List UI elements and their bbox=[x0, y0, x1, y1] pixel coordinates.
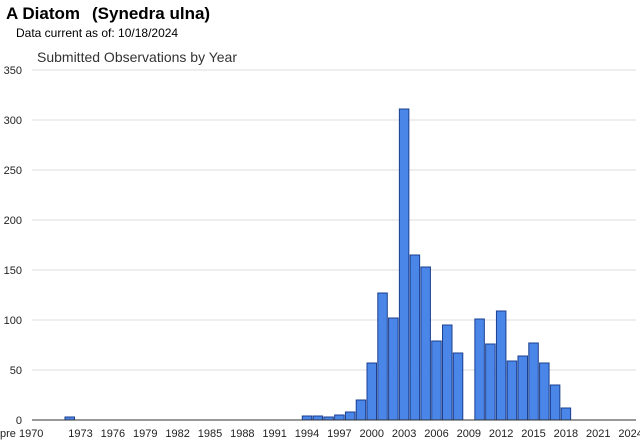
x-tick-label: 1997 bbox=[327, 428, 351, 440]
bar-1995 bbox=[312, 415, 324, 421]
y-tick-label: 150 bbox=[4, 265, 22, 277]
bars bbox=[64, 108, 572, 421]
x-tick-label: 2024 bbox=[618, 428, 640, 440]
bar-2006 bbox=[431, 340, 442, 421]
bar-2002 bbox=[388, 317, 399, 421]
bar-2007 bbox=[442, 324, 453, 421]
bar-2011 bbox=[485, 343, 496, 421]
x-tick-label: 2018 bbox=[554, 428, 578, 440]
bar-1994 bbox=[301, 415, 313, 421]
bar-1999 bbox=[355, 399, 367, 421]
x-axis: pre 1970 1973 1976 1979 1982 1985 1988 1991 1994… bbox=[0, 419, 640, 440]
bar-1998 bbox=[344, 411, 356, 421]
y-tick-label: 100 bbox=[4, 315, 22, 327]
bar-2018 bbox=[560, 407, 572, 421]
y-tick-label: 250 bbox=[4, 165, 22, 177]
bar-2014 bbox=[517, 355, 528, 421]
bar-2000 bbox=[366, 362, 377, 421]
y-tick-label: 350 bbox=[4, 65, 22, 77]
common-name: A Diatom bbox=[6, 4, 80, 23]
x-tick-label: 2003 bbox=[392, 428, 416, 440]
chart-title: Submitted Observations by Year bbox=[37, 49, 237, 65]
scientific-name: (Synedra ulna) bbox=[92, 4, 211, 23]
bar-2013 bbox=[506, 360, 518, 421]
data-current-date: Data current as of: 10/18/2024 bbox=[16, 26, 179, 40]
y-tick-label: 50 bbox=[10, 365, 22, 377]
x-tick-label: 2009 bbox=[457, 428, 481, 440]
y-tick-label: 0 bbox=[16, 415, 22, 427]
bar-2001 bbox=[377, 292, 388, 421]
x-tick-label: 1988 bbox=[230, 428, 254, 440]
x-tick-label: 2000 bbox=[360, 428, 384, 440]
x-tick-label: 1994 bbox=[295, 428, 319, 440]
y-tick-label: 300 bbox=[4, 115, 22, 127]
x-tick-label: 2006 bbox=[424, 428, 448, 440]
bar-2005 bbox=[420, 266, 431, 421]
bar-2003 bbox=[398, 108, 410, 421]
x-tick-label: 2012 bbox=[489, 428, 513, 440]
bar-2010 bbox=[474, 318, 485, 421]
y-axis: 0 50 100 150 200 250 300 350 bbox=[4, 65, 22, 427]
x-tick-label: 2021 bbox=[586, 428, 610, 440]
x-tick-label: 1979 bbox=[133, 428, 157, 440]
x-tick-label: 1991 bbox=[262, 428, 286, 440]
x-tick-label: 1976 bbox=[101, 428, 125, 440]
grid-lines bbox=[32, 69, 636, 371]
bar-2016 bbox=[539, 362, 550, 421]
x-tick-label: 1985 bbox=[198, 428, 222, 440]
bar-2008 bbox=[452, 352, 464, 421]
bar-2015 bbox=[528, 342, 539, 421]
x-tick-label: 2015 bbox=[521, 428, 545, 440]
bar-2012 bbox=[495, 310, 507, 421]
x-tick-label: 1982 bbox=[165, 428, 189, 440]
bar-1997 bbox=[334, 414, 345, 421]
x-tick-label: pre 1970 bbox=[0, 428, 43, 440]
page-title: A Diatom (Synedra ulna) bbox=[6, 4, 210, 24]
bar-2004 bbox=[409, 254, 421, 421]
bar-2017 bbox=[549, 384, 561, 421]
x-tick-label: 1973 bbox=[68, 428, 92, 440]
y-tick-label: 200 bbox=[4, 215, 22, 227]
